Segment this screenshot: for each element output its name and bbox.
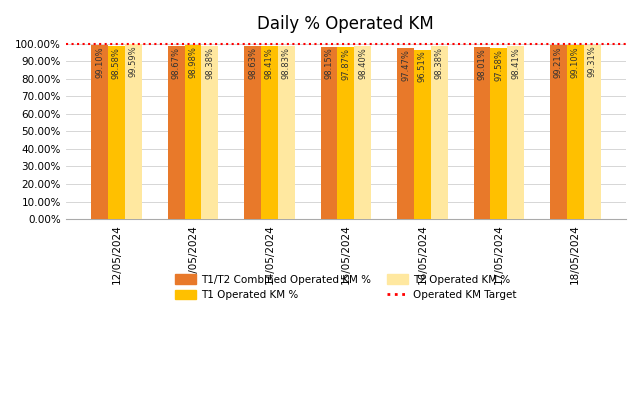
Bar [185,45,201,219]
Text: 98.98%: 98.98% [188,46,197,78]
Bar [584,45,601,219]
Text: 99.21%: 99.21% [554,46,563,77]
Bar [320,47,337,219]
Bar [201,47,218,219]
Bar [474,47,490,219]
Text: 96.51%: 96.51% [418,51,427,82]
Text: 98.58%: 98.58% [112,47,121,79]
Legend: T1/T2 Combined Operated KM %, T1 Operated KM %, T2 Operated KM %, Operated KM Ta: T1/T2 Combined Operated KM %, T1 Operate… [175,275,517,300]
Bar [261,47,278,219]
Text: 98.01%: 98.01% [478,48,487,80]
Text: 98.83%: 98.83% [281,47,291,79]
Title: Daily % Operated KM: Daily % Operated KM [258,15,434,33]
Bar [431,47,447,219]
Bar [244,46,261,219]
Text: 98.67%: 98.67% [172,47,181,79]
Bar [397,48,414,219]
Text: 98.63%: 98.63% [248,47,257,79]
Bar [354,47,371,219]
Text: 99.10%: 99.10% [570,46,580,78]
Bar [490,48,507,219]
Bar [278,46,295,219]
Text: 99.31%: 99.31% [588,46,597,77]
Bar [337,47,354,219]
Text: 99.59%: 99.59% [129,45,138,77]
Bar [507,47,524,219]
Text: 99.10%: 99.10% [95,46,104,78]
Bar [550,45,567,219]
Text: 98.41%: 98.41% [265,47,274,79]
Text: 98.41%: 98.41% [511,47,520,79]
Text: 98.15%: 98.15% [324,48,333,79]
Text: 98.38%: 98.38% [435,47,444,79]
Text: 97.47%: 97.47% [401,49,410,81]
Text: 97.87%: 97.87% [342,48,351,80]
Text: 98.38%: 98.38% [205,47,214,79]
Bar [168,46,185,219]
Text: 98.40%: 98.40% [358,47,367,79]
Bar [125,44,142,219]
Bar [414,50,431,219]
Bar [567,45,584,219]
Bar [108,46,125,219]
Text: 97.58%: 97.58% [494,49,503,81]
Bar [91,45,108,219]
